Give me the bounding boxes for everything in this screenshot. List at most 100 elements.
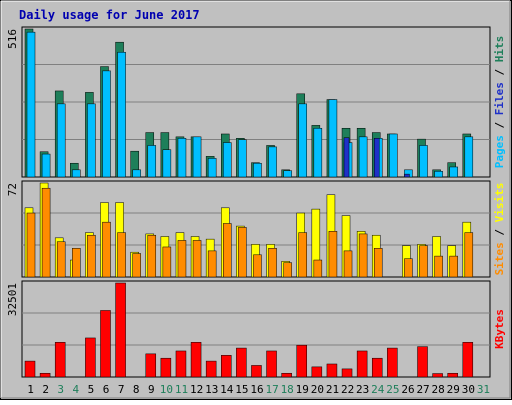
bar-kbytes-day-11 xyxy=(175,350,187,378)
x-tick-label-day-26: 26 xyxy=(401,383,414,396)
bar-kbytes-day-17 xyxy=(266,350,277,378)
x-tick-label-day-19: 19 xyxy=(296,383,309,396)
bar-kbytes-day-7 xyxy=(115,282,126,378)
bar-files-day-29 xyxy=(449,166,458,178)
bar-files-day-21 xyxy=(328,99,338,178)
x-tick-label-day-2: 2 xyxy=(42,383,49,396)
bar-sites-day-13 xyxy=(207,250,217,278)
bar-files-day-30 xyxy=(464,136,474,178)
panel-visits: 72 Sites / Visits xyxy=(6,180,506,278)
bar-kbytes-day-27 xyxy=(417,346,428,378)
bar-kbytes-day-16 xyxy=(251,365,262,378)
bar-sites-day-15 xyxy=(238,227,247,278)
x-tick-label-day-20: 20 xyxy=(311,383,324,396)
bar-kbytes-day-29 xyxy=(447,372,458,378)
x-tick-label-day-14: 14 xyxy=(220,383,234,396)
x-tick-label-day-30: 30 xyxy=(462,383,475,396)
bar-sites-day-7 xyxy=(117,232,126,278)
bar-kbytes-day-28 xyxy=(432,373,443,378)
x-tick-label-day-18: 18 xyxy=(281,383,294,396)
bar-sites-day-9 xyxy=(147,234,157,278)
legend-part-hits: Hits xyxy=(493,36,506,63)
bar-files-day-17 xyxy=(268,146,277,178)
bar-sites-day-2 xyxy=(41,187,51,278)
bar-kbytes-day-9 xyxy=(145,353,157,378)
bar-kbytes-day-13 xyxy=(205,360,217,378)
x-tick-label-day-9: 9 xyxy=(148,383,155,396)
bar-files-day-16 xyxy=(253,162,262,178)
bar-files-day-1 xyxy=(26,31,36,178)
legend-part-sites: Sites xyxy=(493,242,506,275)
legend-part-separator: / xyxy=(493,115,506,135)
panel-kbytes-ymax-label: 32501 xyxy=(6,283,19,316)
bar-sites-day-30 xyxy=(464,232,474,278)
bar-files-day-19 xyxy=(298,103,307,178)
panel-hits: 516 Pages / Files / Hits xyxy=(6,26,506,178)
bar-files-day-10 xyxy=(162,149,172,178)
bar-sites-day-17 xyxy=(268,248,277,278)
bar-files-day-7 xyxy=(117,51,126,178)
bar-sites-day-21 xyxy=(328,231,338,278)
x-tick-label-day-29: 29 xyxy=(447,383,460,396)
legend-part-separator: / xyxy=(493,222,506,242)
x-tick-label-day-13: 13 xyxy=(205,383,218,396)
bar-kbytes-day-20 xyxy=(311,366,323,378)
bar-files-day-14 xyxy=(223,142,232,178)
bar-sites-day-19 xyxy=(298,232,307,278)
panel-kbytes-legend-label: KBytes xyxy=(493,309,506,349)
bar-sites-day-26 xyxy=(404,258,413,278)
panel-visits-legend-label: Sites / Visits xyxy=(493,183,506,276)
x-tick-label-day-31: 31 xyxy=(477,383,490,396)
x-tick-label-day-10: 10 xyxy=(160,383,173,396)
bar-files-day-5 xyxy=(87,103,96,178)
bar-files-day-12 xyxy=(192,136,202,178)
legend-part-files: Files xyxy=(493,82,506,115)
bar-files-day-11 xyxy=(177,138,187,178)
bar-sites-day-3 xyxy=(56,241,66,278)
bar-pages-day-22 xyxy=(343,137,350,178)
bar-files-day-2 xyxy=(41,153,51,178)
bar-pages-day-26 xyxy=(404,173,410,178)
x-tick-label-day-15: 15 xyxy=(235,383,248,396)
bar-files-day-9 xyxy=(147,145,157,178)
panels-layer: 516 Pages / Files / Hits 72 Sites / Visits 3… xyxy=(6,26,506,378)
bar-kbytes-day-21 xyxy=(326,363,338,378)
bar-kbytes-day-12 xyxy=(190,342,202,378)
bar-files-day-23 xyxy=(358,136,368,178)
bar-sites-day-6 xyxy=(102,221,111,278)
x-tick-label-day-25: 25 xyxy=(386,383,399,396)
bar-kbytes-day-30 xyxy=(462,342,474,378)
bar-files-day-13 xyxy=(207,158,217,178)
legend-part-visits: Visits xyxy=(493,183,506,223)
x-tick-label-day-17: 17 xyxy=(265,383,278,396)
bar-sites-day-27 xyxy=(419,245,428,278)
bar-sites-day-24 xyxy=(373,248,383,278)
bar-sites-day-11 xyxy=(177,240,187,278)
bar-kbytes-day-5 xyxy=(85,337,96,378)
bar-kbytes-day-6 xyxy=(100,310,111,378)
bar-files-day-6 xyxy=(102,70,111,178)
panel-hits-legend-label: Pages / Files / Hits xyxy=(493,36,506,169)
x-tick-label-day-8: 8 xyxy=(133,383,140,396)
x-axis-labels: 1 2 3 4 5 6 7 8 9 10 11 12 13 14 15 16 17 18 19 20 21 22 23 24 2… xyxy=(27,383,490,396)
bar-files-day-25 xyxy=(389,133,398,178)
bar-kbytes-day-25 xyxy=(387,347,398,378)
x-tick-label-day-5: 5 xyxy=(88,383,95,396)
x-tick-label-day-24: 24 xyxy=(371,383,385,396)
bar-sites-day-18 xyxy=(283,262,292,278)
bar-sites-day-20 xyxy=(313,259,323,278)
bar-files-day-27 xyxy=(419,145,428,178)
bar-files-day-4 xyxy=(72,169,81,178)
bar-sites-day-5 xyxy=(87,234,96,278)
bar-sites-day-23 xyxy=(358,233,368,278)
panel-kbytes: 32501 KBytes xyxy=(6,280,506,378)
bar-kbytes-day-3 xyxy=(54,342,66,378)
x-tick-label-day-21: 21 xyxy=(326,383,339,396)
panel-kbytes-frame xyxy=(21,280,491,378)
bar-kbytes-day-18 xyxy=(281,372,292,378)
x-tick-label-day-27: 27 xyxy=(416,383,429,396)
bar-files-day-3 xyxy=(56,103,66,178)
x-tick-label-day-12: 12 xyxy=(190,383,203,396)
bar-pages-day-24 xyxy=(373,138,380,178)
bar-files-day-20 xyxy=(313,127,323,178)
